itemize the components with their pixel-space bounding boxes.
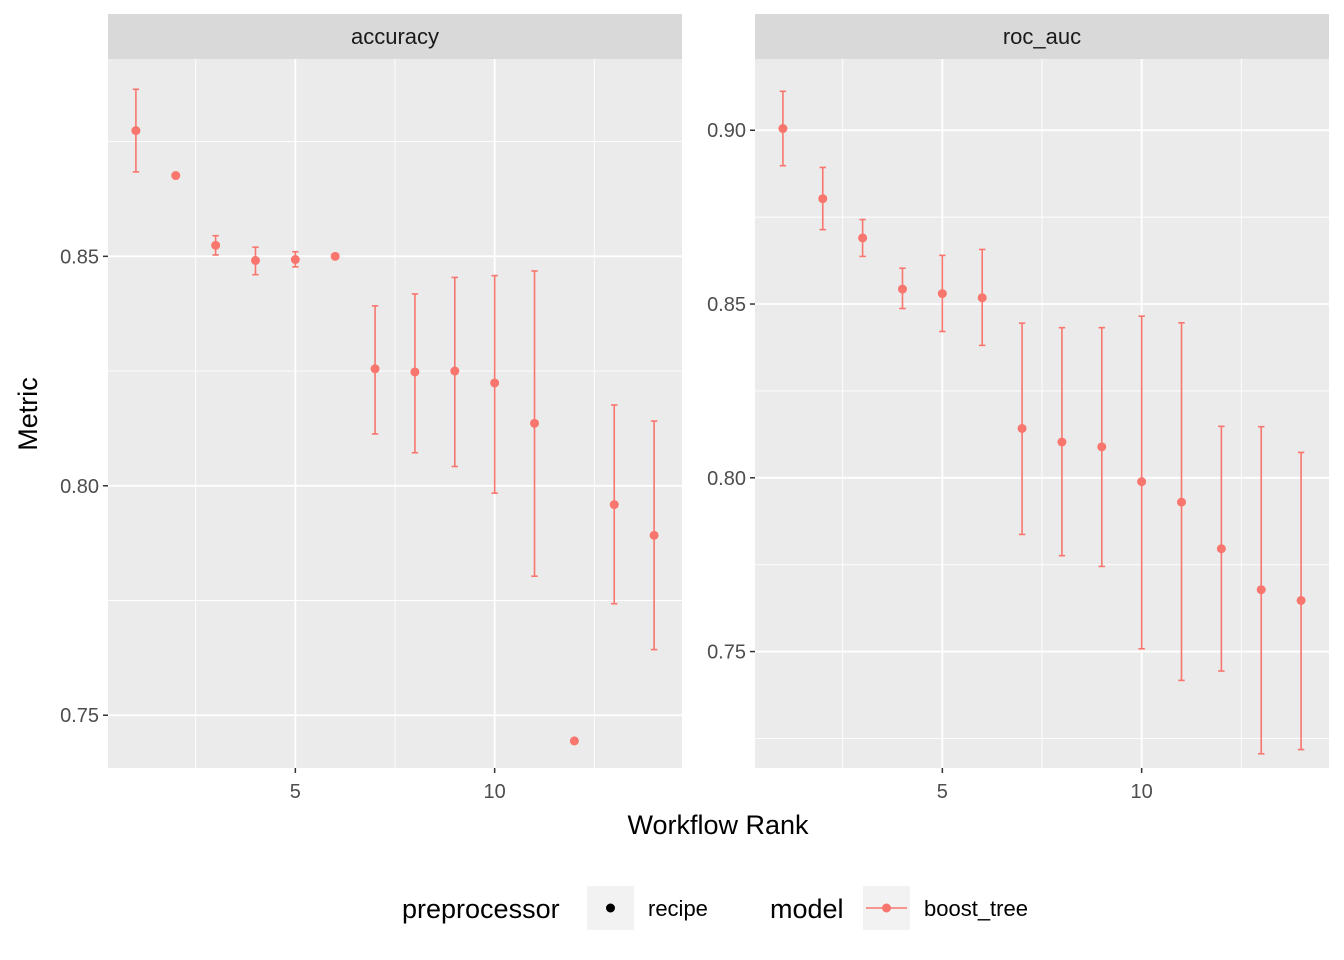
y-tick-label: 0.80 xyxy=(60,476,99,498)
data-point xyxy=(171,171,181,181)
gridlines-roc-auc xyxy=(755,59,1329,768)
legend-title-model: model xyxy=(770,894,844,924)
y-tick-label: 0.85 xyxy=(707,294,746,316)
legend-label-boost-tree: boost_tree xyxy=(924,896,1028,921)
data-point xyxy=(370,364,380,374)
x-tick-label: 10 xyxy=(1131,781,1153,803)
data-point xyxy=(290,255,300,265)
data-point xyxy=(1017,423,1027,433)
x-axis-accuracy: 5 10 xyxy=(290,768,506,803)
legend-key-recipe-point xyxy=(606,903,615,913)
data-point xyxy=(649,530,659,540)
data-point xyxy=(1296,595,1306,605)
y-axis-roc-auc: 0.75 0.80 0.85 0.90 xyxy=(707,120,755,664)
data-point xyxy=(897,284,907,294)
data-point xyxy=(818,194,828,204)
data-point xyxy=(569,736,579,746)
legend-label-recipe: recipe xyxy=(648,896,708,921)
facet-strip-roc-auc xyxy=(755,14,1329,59)
data-point xyxy=(1097,442,1107,452)
facet-strip-label-accuracy: accuracy xyxy=(351,24,439,49)
x-tick-label: 5 xyxy=(290,781,301,803)
data-point xyxy=(1137,477,1147,487)
data-point xyxy=(1177,497,1187,507)
data-point xyxy=(1256,585,1266,595)
data-marks-accuracy xyxy=(131,88,659,746)
gridlines-accuracy xyxy=(108,59,682,768)
data-point xyxy=(1216,544,1226,554)
legend-key-boost-tree-point xyxy=(882,903,891,913)
data-point xyxy=(977,293,987,303)
x-axis-title: Workflow Rank xyxy=(627,810,809,840)
data-point xyxy=(530,418,540,428)
y-tick-label: 0.75 xyxy=(60,705,99,727)
facet-strip-accuracy xyxy=(108,14,682,59)
data-point xyxy=(410,367,420,377)
y-axis-title: Metric xyxy=(13,377,43,451)
data-point xyxy=(609,500,619,510)
y-tick-label: 0.75 xyxy=(707,642,746,664)
panel-roc-auc: roc_auc 0.75 0.80 0.85 0.90 5 10 xyxy=(707,14,1329,803)
data-point xyxy=(450,366,460,376)
data-point xyxy=(1057,437,1067,447)
x-tick-label: 10 xyxy=(484,781,506,803)
y-tick-label: 0.90 xyxy=(707,120,746,142)
data-marks-roc-auc xyxy=(778,90,1306,755)
data-point xyxy=(778,124,788,134)
y-tick-label: 0.80 xyxy=(707,468,746,490)
data-point xyxy=(211,240,221,250)
panel-accuracy: accuracy 0.75 0.80 0.85 5 10 xyxy=(60,14,682,803)
data-point xyxy=(131,126,141,136)
y-tick-label: 0.85 xyxy=(60,246,99,268)
data-point xyxy=(937,289,947,299)
facet-strip-label-roc-auc: roc_auc xyxy=(1003,24,1081,49)
legend: preprocessor recipe model boost_tree xyxy=(402,886,1028,930)
legend-title-preprocessor: preprocessor xyxy=(402,894,560,924)
data-point xyxy=(858,233,868,243)
data-point xyxy=(330,251,340,261)
x-axis-roc-auc: 5 10 xyxy=(937,768,1153,803)
y-axis-accuracy: 0.75 0.80 0.85 xyxy=(60,246,108,727)
data-point xyxy=(490,378,500,388)
x-tick-label: 5 xyxy=(937,781,948,803)
data-point xyxy=(250,255,260,265)
